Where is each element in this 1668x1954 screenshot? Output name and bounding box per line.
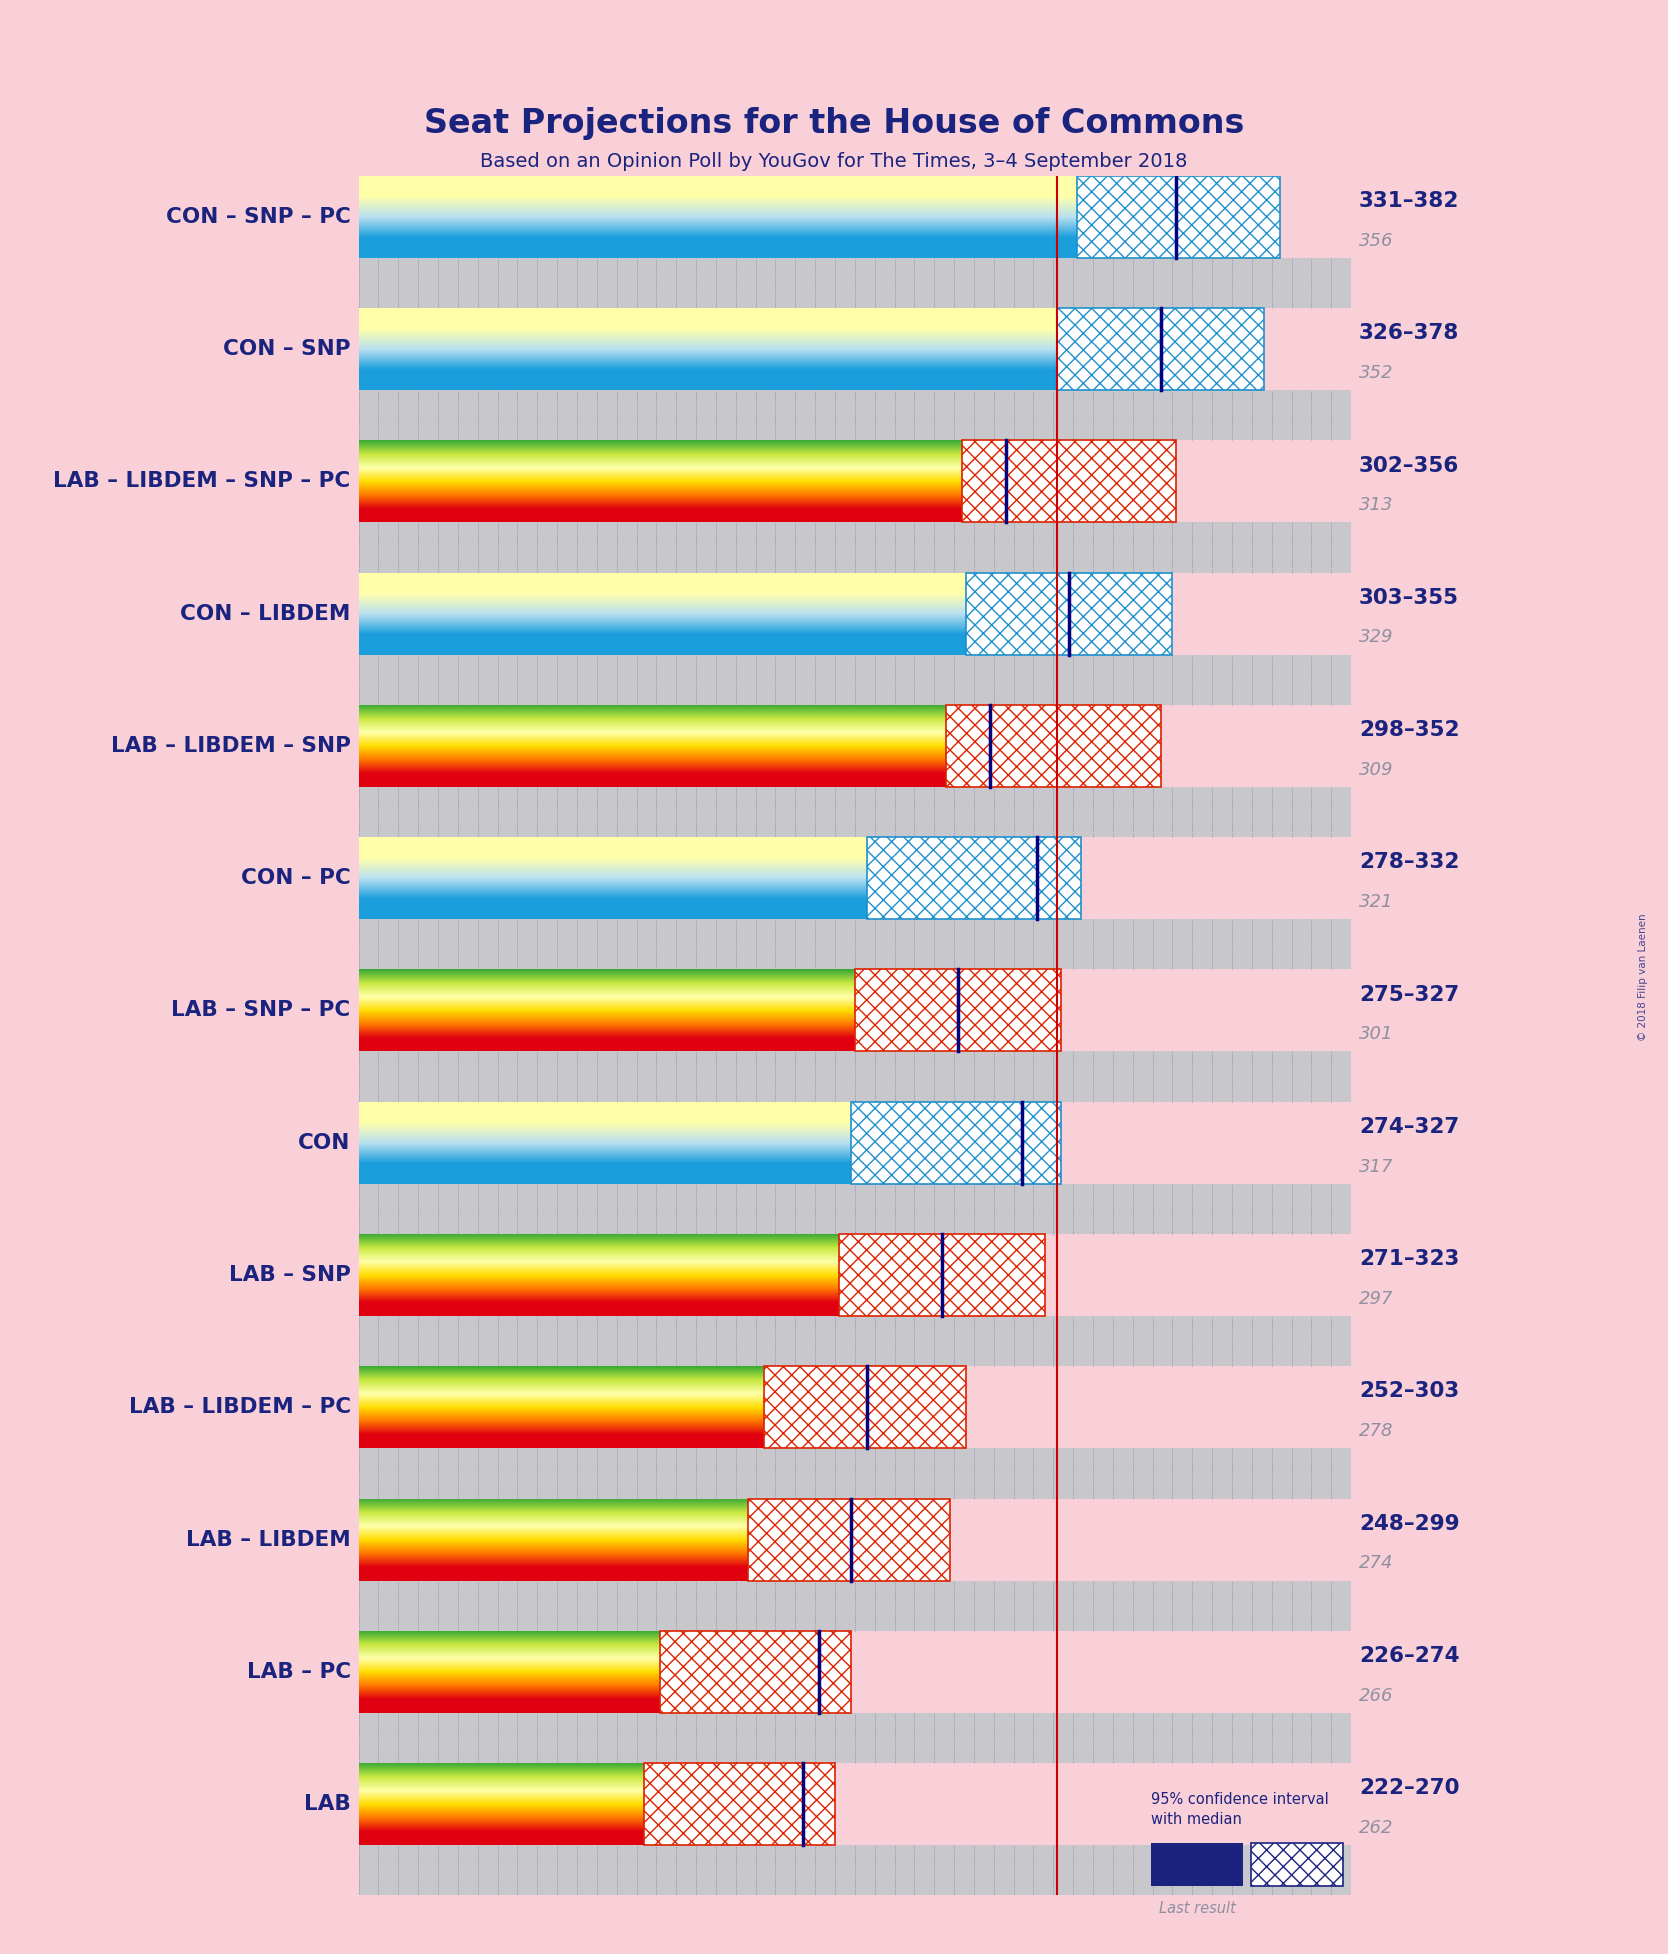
Text: 329: 329 bbox=[1359, 629, 1393, 647]
Text: 317: 317 bbox=[1359, 1157, 1393, 1176]
Text: 275–327: 275–327 bbox=[1359, 985, 1460, 1004]
Bar bbox=[359, 1714, 1351, 1763]
Text: 274: 274 bbox=[1359, 1553, 1393, 1573]
Text: 248–299: 248–299 bbox=[1359, 1514, 1460, 1534]
Text: CON – SNP: CON – SNP bbox=[224, 340, 350, 360]
Text: Seat Projections for the House of Commons: Seat Projections for the House of Common… bbox=[424, 107, 1244, 141]
Text: 271–323: 271–323 bbox=[1359, 1249, 1460, 1270]
Text: 226–274: 226–274 bbox=[1359, 1645, 1460, 1667]
Bar bbox=[644, 1763, 836, 1845]
Bar bbox=[359, 1051, 1351, 1102]
Text: LAB – PC: LAB – PC bbox=[247, 1661, 350, 1682]
Text: LAB – SNP – PC: LAB – SNP – PC bbox=[172, 1000, 350, 1020]
Text: 262: 262 bbox=[1359, 1819, 1393, 1837]
Text: 331–382: 331–382 bbox=[1359, 191, 1460, 211]
Text: 95% confidence interval
with median: 95% confidence interval with median bbox=[1151, 1792, 1329, 1827]
Bar bbox=[747, 1499, 951, 1581]
Text: LAB – SNP: LAB – SNP bbox=[229, 1264, 350, 1286]
Text: CON – LIBDEM: CON – LIBDEM bbox=[180, 604, 350, 623]
Text: 278: 278 bbox=[1359, 1423, 1393, 1440]
Text: 222–270: 222–270 bbox=[1359, 1778, 1460, 1798]
Text: 326–378: 326–378 bbox=[1359, 322, 1460, 344]
Text: 321: 321 bbox=[1359, 893, 1393, 911]
Bar bbox=[359, 1581, 1351, 1632]
Text: 274–327: 274–327 bbox=[1359, 1118, 1460, 1137]
Text: 303–355: 303–355 bbox=[1359, 588, 1460, 608]
Text: CON – SNP – PC: CON – SNP – PC bbox=[165, 207, 350, 227]
Bar bbox=[359, 258, 1351, 309]
Bar bbox=[839, 1235, 1046, 1317]
Bar bbox=[966, 573, 1173, 655]
Text: LAB – LIBDEM – PC: LAB – LIBDEM – PC bbox=[128, 1397, 350, 1417]
Text: CON: CON bbox=[299, 1133, 350, 1153]
Bar bbox=[359, 522, 1351, 573]
Text: LAB: LAB bbox=[304, 1794, 350, 1813]
Text: 309: 309 bbox=[1359, 760, 1393, 780]
Text: 301: 301 bbox=[1359, 1026, 1393, 1043]
Text: © 2018 Filip van Laenen: © 2018 Filip van Laenen bbox=[1638, 913, 1648, 1041]
Bar bbox=[1058, 309, 1264, 391]
Bar bbox=[661, 1632, 851, 1714]
Text: 313: 313 bbox=[1359, 496, 1393, 514]
Text: 266: 266 bbox=[1359, 1686, 1393, 1704]
Text: LAB – LIBDEM – SNP: LAB – LIBDEM – SNP bbox=[110, 737, 350, 756]
Text: 252–303: 252–303 bbox=[1359, 1381, 1460, 1401]
Bar bbox=[359, 787, 1351, 836]
Text: CON – PC: CON – PC bbox=[240, 868, 350, 889]
Bar bbox=[359, 391, 1351, 440]
Bar bbox=[359, 1448, 1351, 1499]
Bar bbox=[764, 1366, 966, 1448]
Text: 352: 352 bbox=[1359, 363, 1393, 381]
Bar bbox=[962, 440, 1176, 522]
Text: 302–356: 302–356 bbox=[1359, 455, 1460, 475]
Bar bbox=[867, 836, 1081, 918]
Bar bbox=[359, 918, 1351, 969]
Text: 298–352: 298–352 bbox=[1359, 721, 1460, 741]
Text: Last result: Last result bbox=[1159, 1901, 1236, 1917]
Bar bbox=[851, 1102, 1061, 1184]
Bar bbox=[946, 705, 1161, 787]
Text: LAB – LIBDEM: LAB – LIBDEM bbox=[185, 1530, 350, 1550]
Text: 356: 356 bbox=[1359, 233, 1393, 250]
Text: 278–332: 278–332 bbox=[1359, 852, 1460, 871]
Bar bbox=[359, 1184, 1351, 1235]
Text: 297: 297 bbox=[1359, 1290, 1393, 1307]
Bar bbox=[1078, 176, 1279, 258]
Bar bbox=[359, 1317, 1351, 1366]
Bar bbox=[359, 655, 1351, 705]
Bar bbox=[359, 1845, 1351, 1895]
Text: Based on an Opinion Poll by YouGov for The Times, 3–4 September 2018: Based on an Opinion Poll by YouGov for T… bbox=[480, 152, 1188, 172]
Text: LAB – LIBDEM – SNP – PC: LAB – LIBDEM – SNP – PC bbox=[53, 471, 350, 490]
Bar bbox=[854, 969, 1061, 1051]
